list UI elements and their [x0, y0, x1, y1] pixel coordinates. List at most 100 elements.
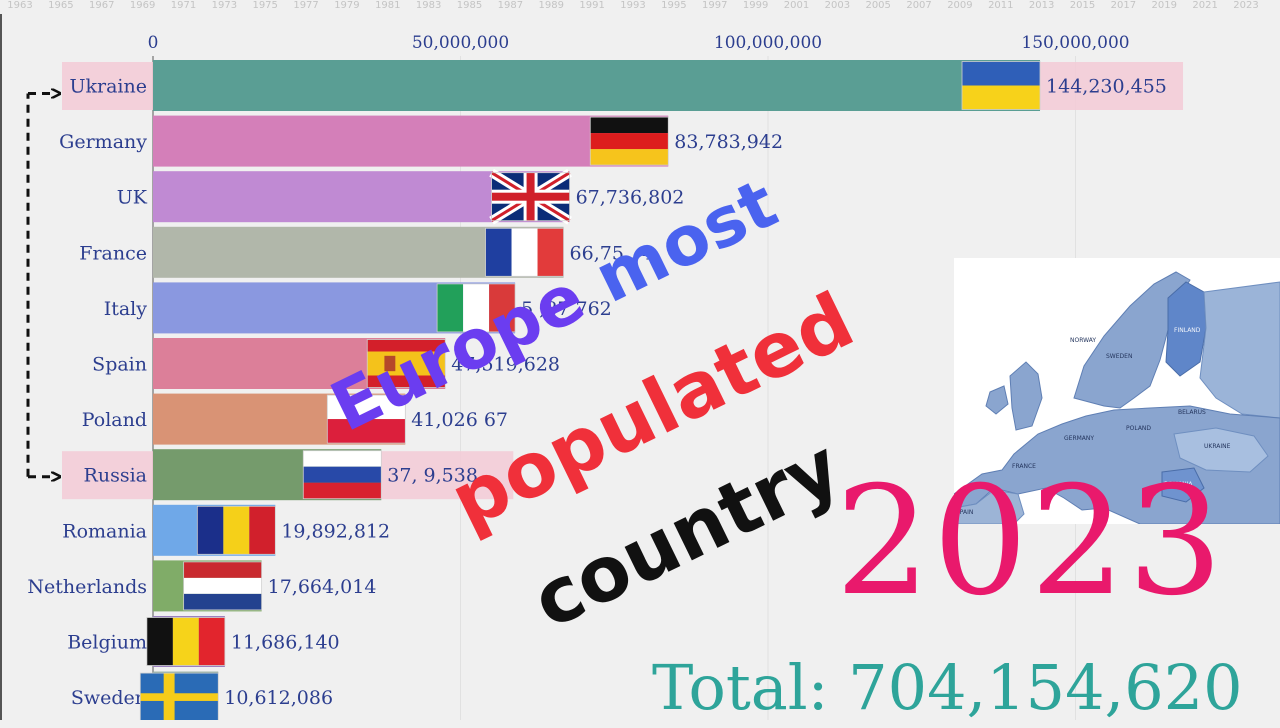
- flag-border: [589, 116, 669, 166]
- ukraine-flag: [961, 61, 1041, 110]
- category-label: Germany: [59, 131, 147, 153]
- flag-stripe: [198, 617, 225, 666]
- category-label: Sweden: [71, 687, 147, 709]
- year-timeline[interactable]: 1963 1965 1967 1969 1971 1973 1975 1977 1979 1981…: [0, 0, 1280, 14]
- france-flag: [485, 227, 564, 277]
- map-label-belarus: BELARUS: [1178, 409, 1206, 416]
- timeline-year[interactable]: 1973: [211, 0, 238, 11]
- category-label: Russia: [84, 465, 147, 487]
- flag-stripe: [249, 506, 276, 555]
- map-label-germany: GERMANY: [1064, 435, 1094, 442]
- value-label: 17,664,014: [268, 576, 377, 598]
- flag-stripe: [183, 593, 262, 610]
- flag-border: [139, 672, 219, 720]
- value-label: 67,736,802: [576, 187, 685, 209]
- bar: [153, 115, 669, 167]
- axis-tick-label: 0: [148, 33, 159, 53]
- bar: [153, 60, 1041, 111]
- flag-stripe: [962, 85, 1041, 110]
- flag-stripe: [223, 506, 250, 555]
- italy-flag: [436, 283, 516, 333]
- flag-stripe: [463, 283, 490, 332]
- timeline-year[interactable]: 2003: [824, 0, 851, 11]
- timeline-year[interactable]: 2013: [1028, 0, 1055, 11]
- value-label: 41,026 67: [411, 409, 508, 431]
- value-label: 83,783,942: [674, 131, 783, 153]
- category-label: Romania: [62, 520, 147, 542]
- timeline-year[interactable]: 1985: [456, 0, 483, 11]
- flag-stripe: [962, 61, 1041, 86]
- value-label: 66,75 , 4: [570, 242, 655, 264]
- timeline-year[interactable]: 2007: [906, 0, 932, 11]
- flag-stripe: [197, 506, 224, 555]
- timeline-year[interactable]: 1963: [7, 0, 33, 11]
- timeline-year[interactable]: 2017: [1110, 0, 1137, 11]
- category-label: UK: [117, 187, 148, 209]
- flag-stripe: [367, 339, 446, 352]
- flag-border: [491, 172, 570, 222]
- flag-stripe: [183, 561, 262, 578]
- timeline-year[interactable]: 1995: [661, 0, 687, 11]
- flag-border: [302, 450, 382, 500]
- value-label: 10,612,086: [224, 687, 333, 709]
- netherlands-flag: [183, 561, 263, 611]
- timeline-year[interactable]: 1967: [88, 0, 115, 11]
- timeline-year[interactable]: 1965: [48, 0, 74, 11]
- timeline-year[interactable]: 2019: [1151, 0, 1177, 11]
- flag-stripe: [590, 133, 669, 150]
- timeline-year[interactable]: 2005: [865, 0, 891, 11]
- map-label-spain: SPAIN: [956, 509, 973, 516]
- flag-stripe: [384, 355, 396, 372]
- flag-stripe: [511, 228, 538, 277]
- flag-stripe: [489, 283, 516, 332]
- timeline-year[interactable]: 1987: [497, 0, 524, 11]
- flag-stripe: [491, 192, 570, 201]
- flag-stripe: [437, 283, 464, 332]
- timeline-year[interactable]: 1993: [620, 0, 646, 11]
- timeline-year[interactable]: 2001: [783, 0, 810, 11]
- timeline-year[interactable]: 2023: [1233, 0, 1259, 11]
- timeline-year[interactable]: 2015: [1069, 0, 1096, 11]
- timeline-year[interactable]: 1969: [129, 0, 156, 11]
- timeline-year[interactable]: 1971: [170, 0, 197, 11]
- flag-stripe: [367, 375, 446, 388]
- map-label-romania: ROMANIA: [1164, 481, 1193, 488]
- timeline-year[interactable]: 1999: [742, 0, 769, 11]
- category-label: Ukraine: [70, 76, 148, 98]
- timeline-year[interactable]: 1989: [538, 0, 564, 11]
- spain-flag: [366, 339, 446, 388]
- category-label: Italy: [104, 298, 148, 320]
- timeline-year[interactable]: 1975: [252, 0, 278, 11]
- flag-border: [326, 394, 406, 444]
- flag-border: [366, 339, 446, 388]
- flag-stripe: [303, 482, 382, 499]
- axis-tick-label: 50,000,000: [412, 33, 509, 53]
- timeline-year[interactable]: 1979: [334, 0, 360, 11]
- map-label-poland: POLAND: [1126, 425, 1151, 432]
- timeline-year[interactable]: 1983: [415, 0, 442, 11]
- flag-stripe: [140, 693, 219, 701]
- year-label: 2023: [835, 455, 1225, 629]
- timeline-year[interactable]: 1981: [375, 0, 401, 11]
- category-label: Belgium: [67, 632, 147, 654]
- flag-stripe: [590, 149, 669, 166]
- flag-stripe: [146, 617, 173, 666]
- timeline-year[interactable]: 1997: [701, 0, 728, 11]
- timeline-year[interactable]: 2021: [1192, 0, 1218, 11]
- belgium-flag: [146, 617, 226, 666]
- russia-flag: [302, 450, 382, 500]
- flag-stripe: [327, 419, 406, 444]
- map-ukraine: [1173, 427, 1269, 473]
- flag-stripe: [367, 351, 446, 376]
- flag-border: [961, 61, 1041, 110]
- value-label: 47,519,628: [451, 354, 560, 376]
- flag-stripe: [183, 577, 262, 594]
- flag-stripe: [303, 466, 382, 483]
- timeline-year[interactable]: 1977: [293, 0, 319, 11]
- flag-border: [196, 505, 276, 555]
- timeline-year[interactable]: 2011: [988, 0, 1014, 11]
- timeline-year[interactable]: 2009: [947, 0, 973, 11]
- category-label: France: [79, 242, 147, 264]
- timeline-year[interactable]: 1991: [579, 0, 605, 11]
